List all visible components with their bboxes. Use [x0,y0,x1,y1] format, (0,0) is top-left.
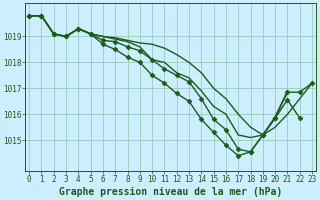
X-axis label: Graphe pression niveau de la mer (hPa): Graphe pression niveau de la mer (hPa) [59,187,282,197]
